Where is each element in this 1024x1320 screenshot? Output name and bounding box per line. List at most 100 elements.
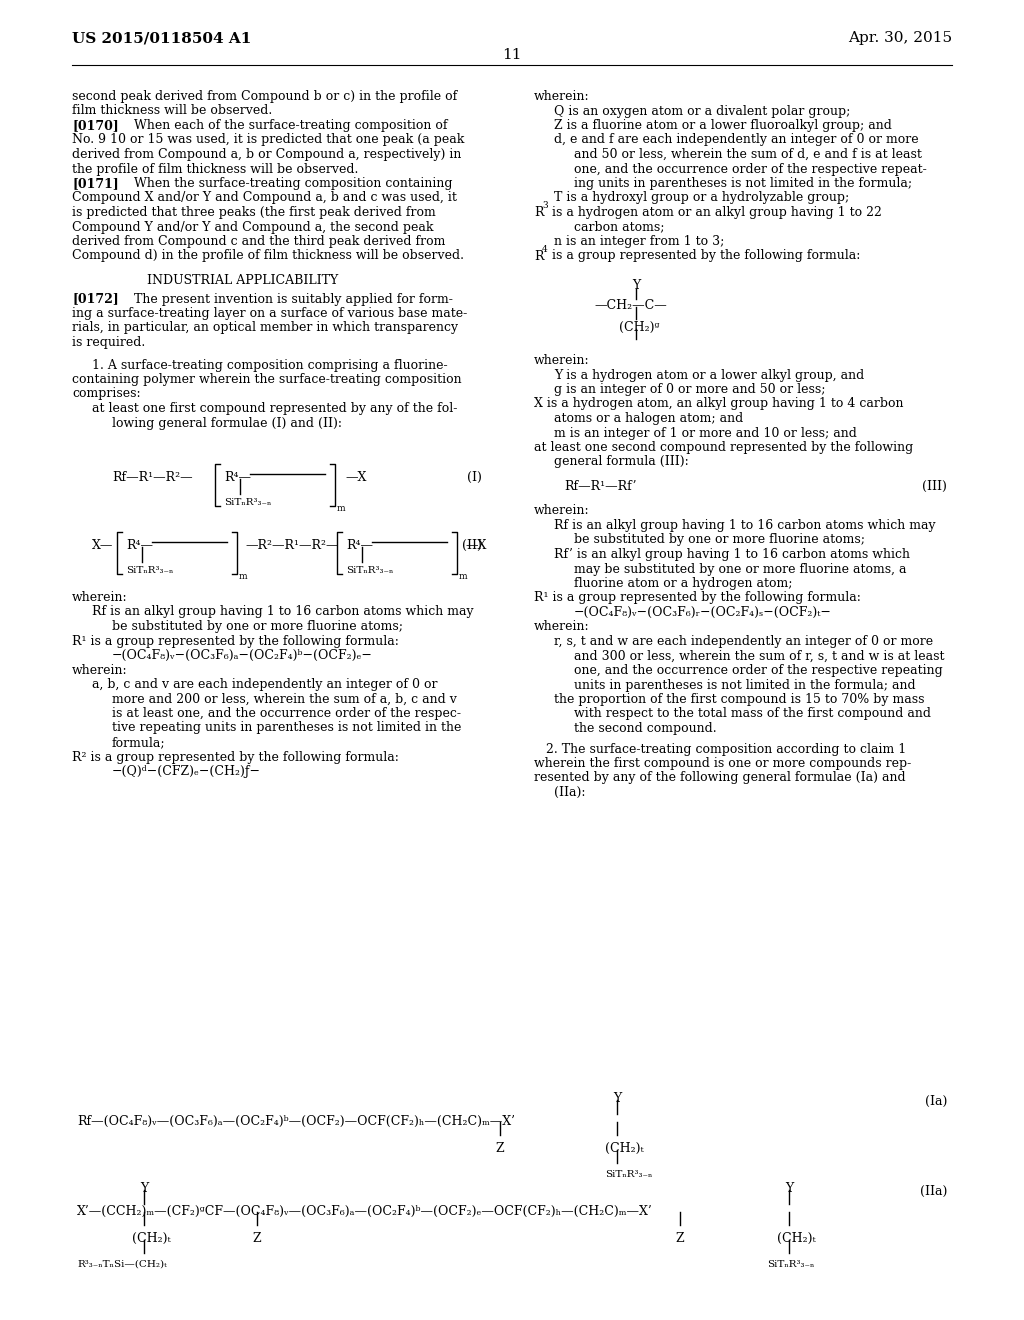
Text: (CH₂)ₜ: (CH₂)ₜ xyxy=(605,1142,644,1155)
Text: d, e and f are each independently an integer of 0 or more: d, e and f are each independently an int… xyxy=(554,133,919,147)
Text: INDUSTRIAL APPLICABILITY: INDUSTRIAL APPLICABILITY xyxy=(147,275,338,286)
Text: wherein:: wherein: xyxy=(72,591,128,605)
Text: X is a hydrogen atom, an alkyl group having 1 to 4 carbon: X is a hydrogen atom, an alkyl group hav… xyxy=(534,397,903,411)
Text: may be substituted by one or more fluorine atoms, a: may be substituted by one or more fluori… xyxy=(574,562,906,576)
Text: 11: 11 xyxy=(502,48,522,62)
Text: wherein:: wherein: xyxy=(534,354,590,367)
Text: Z is a fluorine atom or a lower fluoroalkyl group; and: Z is a fluorine atom or a lower fluoroal… xyxy=(554,119,892,132)
Text: (CH₂)ᵍ: (CH₂)ᵍ xyxy=(618,321,659,334)
Text: formula;: formula; xyxy=(112,737,166,748)
Text: Y: Y xyxy=(140,1181,148,1195)
Text: wherein:: wherein: xyxy=(534,504,590,517)
Text: units in parentheses is not limited in the formula; and: units in parentheses is not limited in t… xyxy=(574,678,915,692)
Text: (I): (I) xyxy=(467,471,482,484)
Text: (CH₂)ₜ: (CH₂)ₜ xyxy=(132,1232,171,1245)
Text: —CH₂—C—: —CH₂—C— xyxy=(594,300,667,312)
Text: SiTₙR³₃₋ₙ: SiTₙR³₃₋ₙ xyxy=(126,566,173,576)
Text: be substituted by one or more fluorine atoms;: be substituted by one or more fluorine a… xyxy=(574,533,865,546)
Text: wherein:: wherein: xyxy=(72,664,128,676)
Text: general formula (III):: general formula (III): xyxy=(554,455,689,469)
Text: Rf’ is an alkyl group having 1 to 16 carbon atoms which: Rf’ is an alkyl group having 1 to 16 car… xyxy=(554,548,910,561)
Text: is required.: is required. xyxy=(72,337,145,348)
Text: Compound d) in the profile of film thickness will be observed.: Compound d) in the profile of film thick… xyxy=(72,249,464,263)
Text: m is an integer of 1 or more and 10 or less; and: m is an integer of 1 or more and 10 or l… xyxy=(554,426,857,440)
Text: X’—(CCH₂)ₘ—(CF₂)ᵍCF—(OC₄F₈)ᵥ—(OC₃F₆)ₐ—(OC₂F₄)ᵇ—(OCF₂)ₑ—OCF(CF₂)ₕ—(CH₂C)ₘ—X’: X’—(CCH₂)ₘ—(CF₂)ᵍCF—(OC₄F₈)ᵥ—(OC₃F₆)ₐ—(O… xyxy=(77,1205,652,1218)
Text: 1. A surface-treating composition comprising a fluorine-: 1. A surface-treating composition compri… xyxy=(92,359,447,371)
Text: Y: Y xyxy=(613,1092,622,1105)
Text: the profile of film thickness will be observed.: the profile of film thickness will be ob… xyxy=(72,162,358,176)
Text: resented by any of the following general formulae (Ia) and: resented by any of the following general… xyxy=(534,771,905,784)
Text: —X: —X xyxy=(465,539,486,552)
Text: —X: —X xyxy=(345,471,367,484)
Text: lowing general formulae (I) and (II):: lowing general formulae (I) and (II): xyxy=(112,417,342,429)
Text: R: R xyxy=(534,206,544,219)
Text: more and 200 or less, wherein the sum of a, b, c and v: more and 200 or less, wherein the sum of… xyxy=(112,693,457,705)
Text: The present invention is suitably applied for form-: The present invention is suitably applie… xyxy=(122,293,453,305)
Text: Compound Y and/or Y and Compound a, the second peak: Compound Y and/or Y and Compound a, the … xyxy=(72,220,433,234)
Text: Compound X and/or Y and Compound a, b and c was used, it: Compound X and/or Y and Compound a, b an… xyxy=(72,191,457,205)
Text: m: m xyxy=(459,572,468,581)
Text: at least one first compound represented by any of the fol-: at least one first compound represented … xyxy=(92,403,458,414)
Text: R¹ is a group represented by the following formula:: R¹ is a group represented by the followi… xyxy=(534,591,861,605)
Text: −(OC₄F₈)ᵥ−(OC₃F₆)ₐ−(OC₂F₄)ᵇ−(OCF₂)ₑ−: −(OC₄F₈)ᵥ−(OC₃F₆)ₐ−(OC₂F₄)ᵇ−(OCF₂)ₑ− xyxy=(112,649,373,663)
Text: is predicted that three peaks (the first peak derived from: is predicted that three peaks (the first… xyxy=(72,206,436,219)
Text: Rf is an alkyl group having 1 to 16 carbon atoms which may: Rf is an alkyl group having 1 to 16 carb… xyxy=(92,606,474,619)
Text: ing a surface-treating layer on a surface of various base mate-: ing a surface-treating layer on a surfac… xyxy=(72,308,467,319)
Text: derived from Compound a, b or Compound a, respectively) in: derived from Compound a, b or Compound a… xyxy=(72,148,462,161)
Text: SiTₙR³₃₋ₙ: SiTₙR³₃₋ₙ xyxy=(224,498,271,507)
Text: m: m xyxy=(337,504,346,513)
Text: Z: Z xyxy=(252,1232,261,1245)
Text: (IIa): (IIa) xyxy=(920,1185,947,1199)
Text: No. 9 10 or 15 was used, it is predicted that one peak (a peak: No. 9 10 or 15 was used, it is predicted… xyxy=(72,133,464,147)
Text: [0170]: [0170] xyxy=(72,119,119,132)
Text: one, and the occurrence order of the respective repeating: one, and the occurrence order of the res… xyxy=(574,664,943,677)
Text: Z: Z xyxy=(495,1142,504,1155)
Text: wherein:: wherein: xyxy=(534,620,590,634)
Text: When the surface-treating composition containing: When the surface-treating composition co… xyxy=(122,177,453,190)
Text: g is an integer of 0 or more and 50 or less;: g is an integer of 0 or more and 50 or l… xyxy=(554,383,825,396)
Text: the proportion of the first compound is 15 to 70% by mass: the proportion of the first compound is … xyxy=(554,693,925,706)
Text: [0172]: [0172] xyxy=(72,293,119,305)
Text: SiTₙR³₃₋ₙ: SiTₙR³₃₋ₙ xyxy=(346,566,393,576)
Text: atoms or a halogen atom; and: atoms or a halogen atom; and xyxy=(554,412,743,425)
Text: R⁴—: R⁴— xyxy=(126,539,153,552)
Text: 4: 4 xyxy=(542,244,548,253)
Text: fluorine atom or a hydrogen atom;: fluorine atom or a hydrogen atom; xyxy=(574,577,793,590)
Text: Rf—R¹—Rf’: Rf—R¹—Rf’ xyxy=(564,480,637,492)
Text: R³₃₋ₙTₙSi—(CH₂)ₜ: R³₃₋ₙTₙSi—(CH₂)ₜ xyxy=(77,1261,167,1269)
Text: −(OC₄F₈)ᵥ−(OC₃F₆)ᵣ−(OC₂F₄)ₛ−(OCF₂)ₜ−: −(OC₄F₈)ᵥ−(OC₃F₆)ᵣ−(OC₂F₄)ₛ−(OCF₂)ₜ− xyxy=(574,606,831,619)
Text: [0171]: [0171] xyxy=(72,177,119,190)
Text: US 2015/0118504 A1: US 2015/0118504 A1 xyxy=(72,30,251,45)
Text: wherein the first compound is one or more compounds rep-: wherein the first compound is one or mor… xyxy=(534,756,911,770)
Text: derived from Compound c and the third peak derived from: derived from Compound c and the third pe… xyxy=(72,235,445,248)
Text: m: m xyxy=(239,572,248,581)
Text: Rf—(OC₄F₈)ᵥ—(OC₃F₆)ₐ—(OC₂F₄)ᵇ—(OCF₂)—OCF(CF₂)ₕ—(CH₂C)ₘ—X’: Rf—(OC₄F₈)ᵥ—(OC₃F₆)ₐ—(OC₂F₄)ᵇ—(OCF₂)—OCF… xyxy=(77,1115,515,1129)
Text: —R²—R¹—R²—: —R²—R¹—R²— xyxy=(245,539,339,552)
Text: (Ia): (Ia) xyxy=(925,1096,947,1107)
Text: Apr. 30, 2015: Apr. 30, 2015 xyxy=(848,30,952,45)
Text: (III): (III) xyxy=(923,480,947,492)
Text: rials, in particular, an optical member in which transparency: rials, in particular, an optical member … xyxy=(72,322,458,334)
Text: tive repeating units in parentheses is not limited in the: tive repeating units in parentheses is n… xyxy=(112,722,462,734)
Text: T is a hydroxyl group or a hydrolyzable group;: T is a hydroxyl group or a hydrolyzable … xyxy=(554,191,849,205)
Text: and 50 or less, wherein the sum of d, e and f is at least: and 50 or less, wherein the sum of d, e … xyxy=(574,148,922,161)
Text: R: R xyxy=(534,249,544,263)
Text: SiTₙR³₃₋ₙ: SiTₙR³₃₋ₙ xyxy=(605,1170,652,1179)
Text: (II): (II) xyxy=(462,539,482,552)
Text: (CH₂)ₜ: (CH₂)ₜ xyxy=(777,1232,816,1245)
Text: containing polymer wherein the surface-treating composition: containing polymer wherein the surface-t… xyxy=(72,374,462,385)
Text: and 300 or less, wherein the sum of r, s, t and w is at least: and 300 or less, wherein the sum of r, s… xyxy=(574,649,944,663)
Text: X—: X— xyxy=(92,539,114,552)
Text: (IIa):: (IIa): xyxy=(554,785,586,799)
Text: film thickness will be observed.: film thickness will be observed. xyxy=(72,104,272,117)
Text: Rf—R¹—R²—: Rf—R¹—R²— xyxy=(112,471,193,484)
Text: Z: Z xyxy=(675,1232,684,1245)
Text: is a hydrogen atom or an alkyl group having 1 to 22: is a hydrogen atom or an alkyl group hav… xyxy=(548,206,882,219)
Text: When each of the surface-treating composition of: When each of the surface-treating compos… xyxy=(122,119,447,132)
Text: n is an integer from 1 to 3;: n is an integer from 1 to 3; xyxy=(554,235,724,248)
Text: wherein:: wherein: xyxy=(534,90,590,103)
Text: ing units in parentheses is not limited in the formula;: ing units in parentheses is not limited … xyxy=(574,177,912,190)
Text: SiTₙR³₃₋ₙ: SiTₙR³₃₋ₙ xyxy=(767,1261,814,1269)
Text: with respect to the total mass of the first compound and: with respect to the total mass of the fi… xyxy=(574,708,931,721)
Text: R⁴—: R⁴— xyxy=(224,471,251,484)
